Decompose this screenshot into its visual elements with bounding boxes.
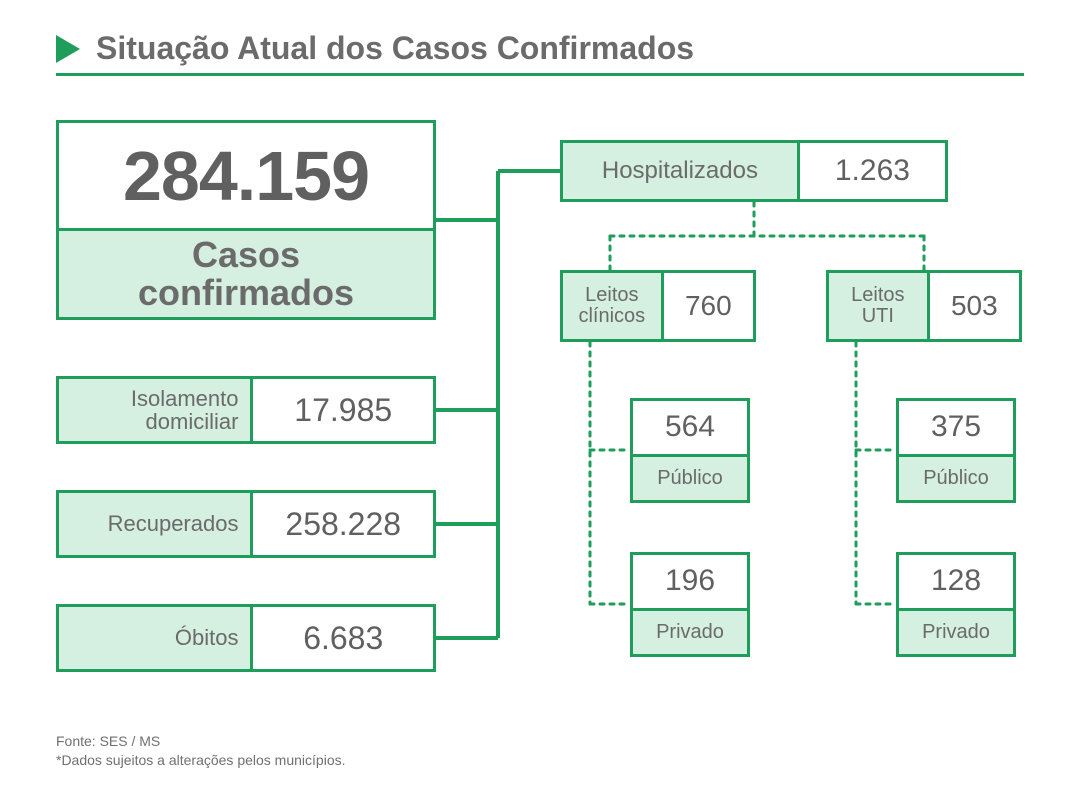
confirmed-cases-value: 284.159: [59, 123, 433, 228]
clinical-private-card: 196 Privado: [630, 552, 750, 657]
confirmed-cases-card: 284.159 Casosconfirmados: [56, 120, 436, 320]
stat-isolation-label: Isolamentodomiciliar: [59, 379, 253, 441]
footer-note: *Dados sujeitos a alterações pelos munic…: [56, 751, 346, 771]
icu-private-value: 128: [899, 555, 1013, 608]
stat-hospitalized: Hospitalizados 1.263: [560, 140, 948, 202]
stat-recovered-label: Recuperados: [59, 493, 253, 555]
clinical-private-value: 196: [633, 555, 747, 608]
stat-hospitalized-label: Hospitalizados: [563, 143, 800, 199]
footer: Fonte: SES / MS *Dados sujeitos a altera…: [56, 732, 346, 771]
triangle-marker-icon: [56, 35, 80, 63]
page-title: Situação Atual dos Casos Confirmados: [96, 30, 694, 67]
icu-private-card: 128 Privado: [896, 552, 1016, 657]
stat-isolation-value: 17.985: [253, 379, 433, 441]
stat-recovered-value: 258.228: [253, 493, 433, 555]
stat-clinical-beds: Leitosclínicos 760: [560, 270, 756, 342]
stat-icu-beds: LeitosUTI 503: [826, 270, 1022, 342]
stat-deaths-label: Óbitos: [59, 607, 253, 669]
stat-clinical-beds-label: Leitosclínicos: [563, 273, 664, 339]
icu-public-value: 375: [899, 401, 1013, 454]
stat-deaths: Óbitos 6.683: [56, 604, 436, 672]
clinical-public-label: Público: [633, 454, 747, 500]
icu-public-card: 375 Público: [896, 398, 1016, 503]
stat-deaths-value: 6.683: [253, 607, 433, 669]
stat-isolation: Isolamentodomiciliar 17.985: [56, 376, 436, 444]
icu-public-label: Público: [899, 454, 1013, 500]
stat-recovered: Recuperados 258.228: [56, 490, 436, 558]
clinical-public-value: 564: [633, 401, 747, 454]
footer-source: Fonte: SES / MS: [56, 732, 346, 752]
confirmed-cases-label: Casosconfirmados: [59, 228, 433, 317]
stat-clinical-beds-value: 760: [664, 273, 753, 339]
stat-icu-beds-label: LeitosUTI: [829, 273, 930, 339]
icu-private-label: Privado: [899, 608, 1013, 654]
stat-hospitalized-value: 1.263: [800, 143, 945, 199]
stat-icu-beds-value: 503: [930, 273, 1019, 339]
clinical-public-card: 564 Público: [630, 398, 750, 503]
page-header: Situação Atual dos Casos Confirmados: [56, 30, 1024, 76]
clinical-private-label: Privado: [633, 608, 747, 654]
